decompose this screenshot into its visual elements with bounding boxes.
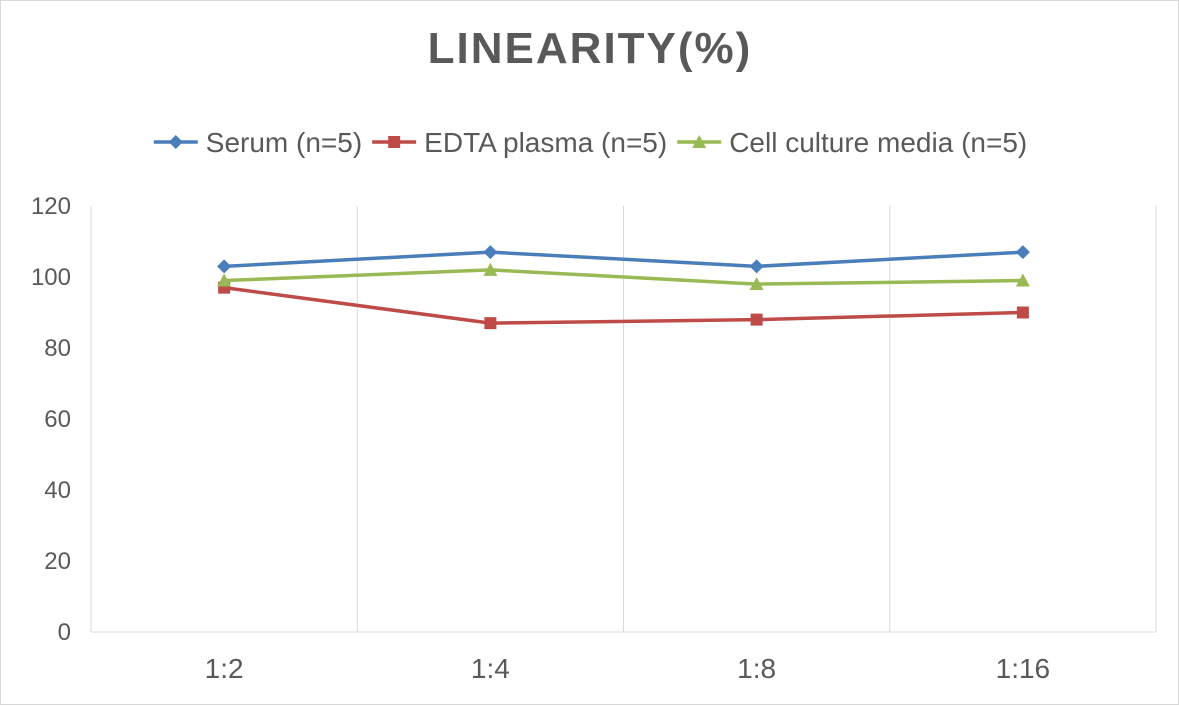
data-point: [484, 317, 497, 330]
series-line: [224, 268, 1023, 286]
y-tick-label: 80: [44, 335, 71, 362]
data-point: [1016, 306, 1029, 319]
x-tick-label: 1:2: [205, 653, 244, 684]
series-1: [218, 281, 1029, 330]
series-line: [223, 285, 1023, 325]
data-point: [483, 245, 498, 260]
legend-label: Serum (n=5): [206, 127, 362, 158]
y-tick-label: 120: [31, 193, 71, 220]
legend-marker: [692, 135, 707, 148]
data-point: [1015, 273, 1030, 287]
data-point: [483, 262, 498, 276]
legend-marker: [168, 135, 183, 149]
y-tick-label: 40: [44, 477, 71, 504]
legend-item: Serum (n=5): [153, 127, 362, 158]
legend-item: Cell culture media (n=5): [677, 127, 1027, 158]
legend-label: EDTA plasma (n=5): [424, 127, 667, 158]
legend-item: EDTA plasma (n=5): [372, 127, 667, 158]
series-2: [217, 262, 1030, 291]
data-point: [217, 273, 232, 287]
y-tick-label: 0: [58, 619, 71, 646]
chart-title: LINEARITY(%): [428, 24, 753, 73]
y-tick-label: 20: [44, 548, 71, 575]
series-line: [224, 250, 1023, 269]
data-point: [1015, 245, 1030, 260]
data-point: [749, 277, 764, 291]
x-tick-label: 1:16: [996, 653, 1051, 684]
data-point: [217, 259, 232, 274]
x-tick-label: 1:8: [737, 653, 776, 684]
data-point: [750, 313, 763, 326]
legend-marker: [388, 136, 401, 148]
y-axis: 0 20 40 60 80 100 120: [31, 193, 92, 646]
y-tick-label: 60: [44, 406, 71, 433]
x-tick-label: 1:4: [471, 653, 510, 684]
y-tick-label: 100: [31, 264, 71, 291]
series-0: [217, 245, 1030, 274]
x-axis: 1:2 1:4 1:8 1:16: [91, 631, 1156, 684]
legend: Serum (n=5) EDTA plasma (n=5) Cell culture…: [153, 127, 1027, 158]
series-layer: [217, 245, 1030, 330]
data-point: [749, 259, 764, 274]
legend-label: Cell culture media (n=5): [729, 127, 1027, 158]
